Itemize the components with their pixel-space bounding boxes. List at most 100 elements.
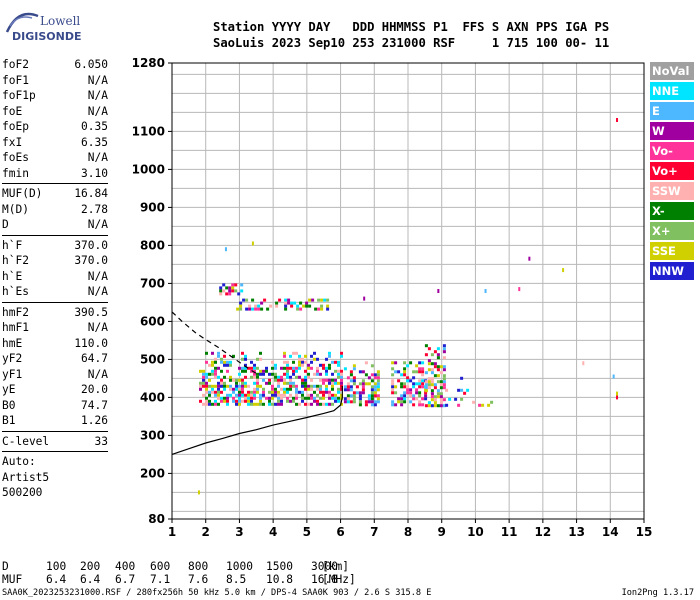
echo-pixel (418, 394, 422, 398)
echo-pixel (296, 304, 300, 308)
echo-pixel (409, 379, 413, 383)
echo-pixel (289, 378, 292, 382)
echo-pixel (346, 382, 350, 386)
auto-info-line: 500200 (2, 486, 43, 499)
echo-pixel (424, 397, 428, 401)
lowell-digisonde-logo: Lowell DIGISONDE (4, 6, 86, 44)
param-row-yf2: yF2 64.7 (2, 351, 108, 367)
echo-pixel (313, 399, 316, 403)
echo-pixel (373, 400, 377, 404)
echo-pixel (199, 399, 202, 403)
echo-pixel (304, 396, 307, 400)
echo-pixel (219, 289, 223, 293)
echo-pixel (481, 403, 485, 407)
echo-pixel (331, 387, 334, 391)
echo-pixel (304, 384, 307, 388)
isolated-echo-point (528, 256, 531, 261)
echo-pixel (250, 396, 253, 400)
legend-item-sse: SSE (650, 242, 694, 260)
param-name: foEs (2, 151, 29, 164)
echo-pixel (239, 304, 243, 308)
echo-pixel (448, 397, 452, 401)
param-value: 74.7 (81, 398, 108, 412)
echo-pixel (283, 378, 286, 382)
row-value: 6.7 (115, 573, 136, 586)
echo-pixel (466, 388, 470, 392)
echo-pixel (391, 373, 395, 377)
echo-pixel (260, 307, 264, 311)
echo-pixel (253, 363, 256, 367)
echo-pixel (358, 391, 362, 395)
echo-pixel (313, 372, 316, 376)
echo-pixel (290, 301, 294, 305)
param-value: N/A (87, 89, 108, 102)
echo-pixel (331, 384, 334, 388)
echo-pixel (352, 382, 356, 386)
echo-pixel (442, 386, 446, 390)
echo-pixel (433, 365, 437, 369)
echo-pixel (337, 381, 340, 385)
echo-pixel (271, 366, 274, 370)
param-separator (2, 234, 108, 236)
isolated-echo-point (484, 289, 487, 293)
echo-pixel (305, 304, 309, 308)
echo-pixel (208, 363, 211, 367)
echo-pixel (277, 375, 280, 379)
echo-pixel (235, 393, 238, 397)
echo-pixel (305, 301, 309, 305)
echo-pixel (415, 388, 419, 392)
echo-pixel (430, 353, 434, 357)
echo-pixel (322, 402, 325, 406)
x-tick-label: 5 (303, 525, 311, 539)
echo-pixel (211, 390, 214, 394)
x-tick-label: 3 (235, 525, 243, 539)
echo-pixel (418, 379, 422, 383)
echo-pixel (427, 401, 431, 405)
echo-pixel (442, 344, 446, 348)
logo-line1: Lowell (40, 14, 81, 28)
echo-pixel (403, 385, 407, 389)
echo-pixel (304, 378, 307, 382)
echo-pixel (328, 381, 331, 385)
auto-info-line: Artist5 (2, 470, 50, 484)
echo-pixel (228, 289, 232, 293)
echo-pixel (310, 366, 313, 370)
echo-pixel (220, 390, 223, 394)
echo-pixel (316, 357, 319, 361)
echo-pixel (373, 388, 377, 392)
echo-pixel (211, 402, 214, 406)
row-value: 100 (46, 560, 67, 573)
echo-pixel (304, 402, 307, 406)
echo-pixel (257, 304, 261, 308)
param-row-foep: foEp 0.35 (2, 119, 108, 135)
version-label: Ion2Png 1.3.17 (621, 588, 694, 598)
echo-pixel (427, 386, 431, 390)
echo-pixel (361, 388, 365, 392)
echo-pixel (277, 396, 280, 400)
echo-pixel (430, 383, 434, 387)
echo-pixel (436, 392, 440, 396)
echo-pixel (394, 361, 398, 365)
row-value: 7.1 (150, 573, 171, 586)
echo-pixel (409, 361, 413, 365)
echo-pixel (307, 384, 310, 388)
param-value: N/A (87, 367, 108, 381)
echo-pixel (460, 397, 464, 401)
echo-pixel (457, 403, 461, 407)
param-row-md: M(D) 2.78 (2, 202, 108, 218)
echo-pixel (433, 395, 437, 399)
echo-pixel (433, 350, 437, 354)
echo-pixel (424, 380, 428, 384)
echo-pixel (319, 363, 322, 367)
echo-pixel (304, 375, 307, 379)
echo-pixel (424, 383, 428, 387)
echo-pixel (287, 298, 291, 302)
echo-pixel (295, 351, 298, 355)
echo-pixel (202, 369, 205, 373)
echo-pixel (262, 402, 265, 406)
echo-pixel (265, 366, 268, 370)
echo-pixel (301, 363, 304, 367)
echo-pixel (373, 373, 377, 377)
echo-pixel (253, 396, 256, 400)
echo-pixel (280, 402, 283, 406)
